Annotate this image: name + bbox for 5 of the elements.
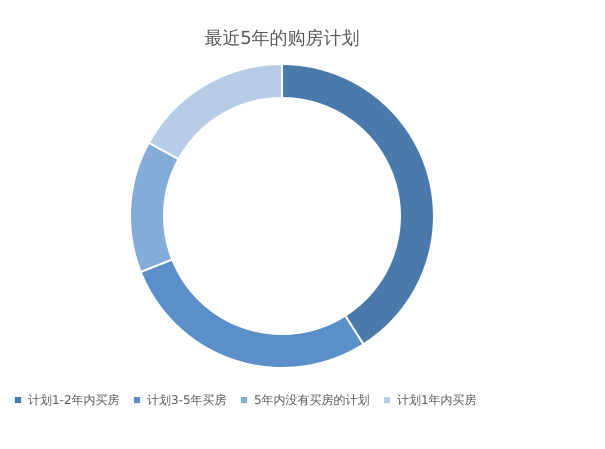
legend-label: 计划1年内买房: [397, 393, 477, 408]
legend-label: 5年内没有买房的计划: [254, 393, 370, 408]
legend-label: 计划3-5年买房: [147, 393, 227, 408]
legend-label: 计划1-2年内买房: [28, 393, 120, 408]
chart-title: 最近5年的购房计划: [204, 28, 360, 49]
